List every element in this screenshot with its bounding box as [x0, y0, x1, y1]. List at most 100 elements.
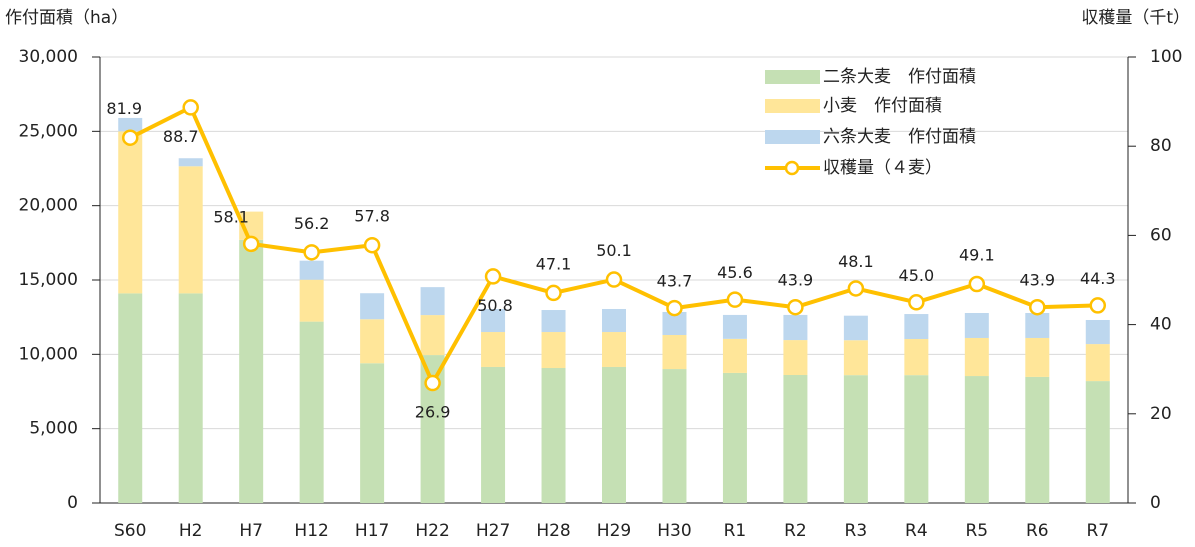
bar-segment [118, 117, 143, 132]
legend-marker [784, 160, 800, 176]
data-label: 45.0 [899, 266, 935, 285]
bar-segment [1085, 319, 1110, 345]
legend-label: 二条大麦 作付面積 [823, 67, 976, 87]
line-marker [908, 294, 925, 311]
x-tick-label: R1 [724, 521, 747, 541]
bar-segment [783, 340, 808, 375]
bar-segment [118, 131, 143, 294]
bar-segment [783, 374, 808, 503]
bar-segment [299, 321, 324, 503]
bar-segment [481, 308, 506, 333]
x-tick-label: R5 [966, 521, 989, 541]
x-tick-label: H7 [239, 521, 263, 541]
line-marker [666, 299, 683, 317]
legend-label: 小麦 作付面積 [823, 96, 942, 116]
y2-tick-label: 0 [1150, 493, 1161, 513]
line-marker [303, 244, 320, 261]
legend-label: 六条大麦 作付面積 [823, 127, 976, 147]
bar-segment [843, 340, 868, 376]
data-label: 50.1 [596, 241, 632, 260]
y-tick-label: 30,000 [19, 47, 78, 67]
data-label: 81.9 [106, 99, 142, 118]
data-label: 49.1 [959, 246, 995, 265]
bar-segment [239, 239, 264, 504]
bar-segment [602, 366, 626, 503]
line-marker [182, 99, 199, 116]
line-marker [968, 275, 986, 293]
bar-segment [1085, 381, 1110, 503]
line-marker [787, 298, 804, 316]
data-label: 43.7 [657, 272, 693, 291]
bar-segment [843, 315, 868, 341]
line-marker [424, 374, 441, 392]
bar-segment [299, 279, 324, 322]
data-label: 44.3 [1080, 269, 1116, 288]
bar-segment [964, 376, 989, 503]
data-label: 57.8 [354, 207, 390, 226]
line-marker [484, 268, 502, 285]
bar-segment [1025, 337, 1050, 377]
y-tick-label: 25,000 [19, 121, 78, 141]
line-marker [545, 284, 562, 302]
bar-segment [118, 293, 143, 503]
data-label: 48.1 [838, 252, 874, 271]
line-marker [847, 280, 865, 297]
data-label: 50.8 [477, 296, 513, 315]
y-tick-label: 15,000 [19, 270, 78, 290]
x-tick-label: H27 [476, 521, 510, 541]
data-label: 45.6 [717, 263, 753, 282]
data-label: 47.1 [536, 254, 572, 273]
bar-segment [420, 287, 445, 316]
y-axis-label: 作付面積（ha） [5, 8, 128, 28]
bar-segment [420, 315, 445, 356]
bar-segment [722, 314, 747, 339]
bar-segment [783, 314, 808, 341]
x-tick-label: S60 [114, 521, 146, 541]
bar-segment [1025, 376, 1050, 503]
line-marker [1029, 298, 1046, 316]
bar-segment [1025, 313, 1050, 338]
y2-tick-label: 40 [1150, 315, 1172, 335]
y2-tick-label: 100 [1150, 47, 1182, 67]
legend-swatch [765, 70, 820, 84]
data-label: 26.9 [415, 403, 451, 422]
bar-segment [843, 375, 868, 503]
bar-segment [178, 166, 203, 294]
x-tick-label: H12 [294, 521, 328, 541]
bar-segment [662, 335, 687, 370]
x-tick-label: H28 [536, 521, 570, 541]
x-tick-label: R7 [1086, 521, 1109, 541]
bar-segment [602, 332, 626, 367]
bar-segment [360, 363, 385, 503]
y-tick-label: 20,000 [19, 196, 78, 216]
data-label: 88.7 [163, 127, 199, 146]
y2-tick-label: 60 [1150, 225, 1172, 245]
y2-tick-label: 80 [1150, 136, 1172, 156]
y-tick-label: 10,000 [19, 344, 78, 364]
bar-segment [964, 337, 989, 377]
bar-segment [178, 293, 203, 503]
y2-axis-label: 収穫量（千t） [1081, 8, 1190, 28]
bar-segment [662, 311, 687, 336]
data-label: 43.9 [1019, 271, 1055, 290]
line-marker [121, 129, 139, 146]
x-tick-label: H22 [415, 521, 449, 541]
bar-segment [299, 260, 324, 280]
bar-segment [481, 332, 506, 367]
bar-segment [541, 332, 566, 369]
bar-segment [722, 338, 747, 373]
line-marker [605, 271, 623, 288]
bar-segment [964, 313, 989, 338]
bar-segment [904, 375, 929, 503]
bar-segment [360, 319, 385, 364]
bar-segment [178, 158, 203, 167]
bar-segment [904, 339, 929, 376]
bar-segment [360, 293, 385, 320]
y-tick-label: 5,000 [29, 419, 78, 439]
data-label: 56.2 [294, 214, 330, 233]
x-tick-label: R4 [905, 521, 928, 541]
legend-swatch [765, 130, 820, 144]
x-tick-label: R3 [845, 521, 868, 541]
bar-segment [904, 314, 929, 340]
